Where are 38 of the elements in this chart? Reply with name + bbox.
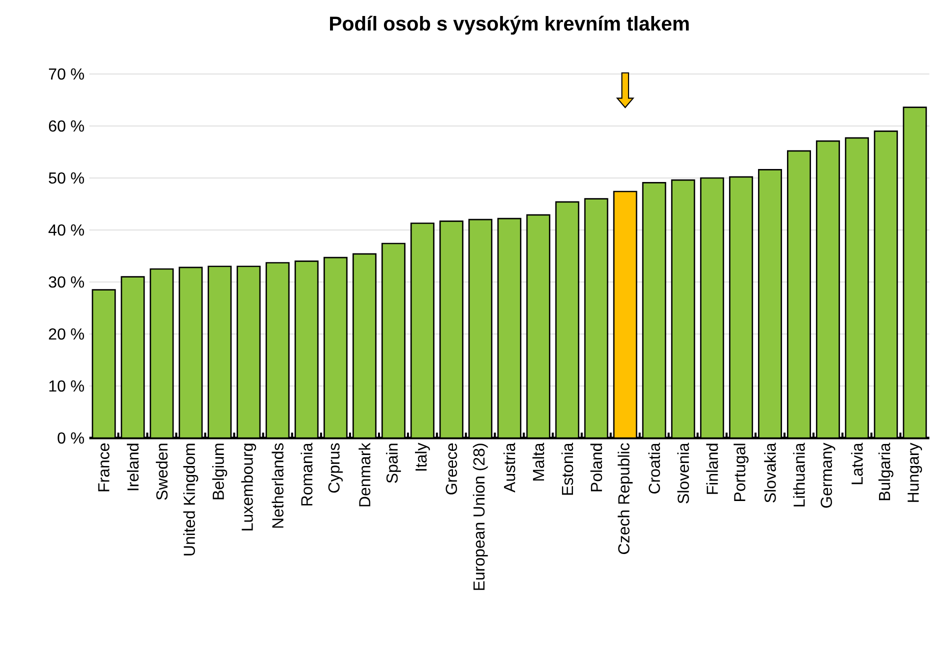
y-tick-label: 10 % (49, 380, 84, 392)
x-tick-label: Netherlands (272, 443, 284, 528)
x-tick-label: Italy (414, 442, 430, 471)
x-tick-label: Malta (532, 442, 544, 481)
x-tick-label: Belgium (212, 444, 228, 500)
chart-title: Podíl osob s vysokým krevním tlakem (330, 16, 689, 35)
x-tick-label: Latvia (851, 442, 863, 484)
x-tick-label: Romania (300, 442, 312, 506)
x-tick-label: Bulgaria (878, 442, 894, 500)
x-tick-label: Slovenia (677, 442, 689, 504)
y-tick-label: 20 % (48, 328, 84, 340)
x-tick-label: Lithuania (793, 442, 805, 506)
x-tick-label: Sweden (156, 444, 168, 500)
x-tick-label: Spain (386, 444, 401, 483)
x-tick-label: Austria (503, 442, 516, 492)
x-tick-label: Ireland (126, 444, 139, 490)
x-tick-label: Croatia (648, 442, 660, 494)
x-tick-label: Czech Republic (618, 443, 633, 554)
x-tick-label: France (98, 443, 110, 492)
y-tick-label: 50 % (48, 172, 84, 184)
y-tick-label: 40 % (48, 224, 84, 236)
x-tick-label: Poland (590, 444, 602, 492)
x-tick-label: Slovakia (764, 442, 776, 502)
y-tick-label: 60 % (48, 120, 84, 132)
x-tick-label: Estonia (561, 442, 574, 495)
x-tick-label: Denmark (358, 442, 370, 506)
x-tick-label: United Kingdom (183, 444, 198, 556)
x-tick-label: Germany (820, 442, 836, 508)
x-tick-label: Finland (706, 444, 718, 494)
x-tick-label: Hungary (908, 442, 922, 502)
x-tick-label: Greece (446, 443, 458, 494)
x-tick-label: Portugal (734, 444, 749, 501)
x-tick-label: Cyprus (328, 443, 343, 493)
x-tick-label: European Union (28) (472, 444, 488, 590)
y-tick-label: 70 % (48, 68, 84, 80)
x-tick-label: Luxembourg (241, 444, 256, 530)
y-tick-label: 0 % (58, 432, 84, 444)
y-tick-label: 30 % (48, 276, 84, 288)
